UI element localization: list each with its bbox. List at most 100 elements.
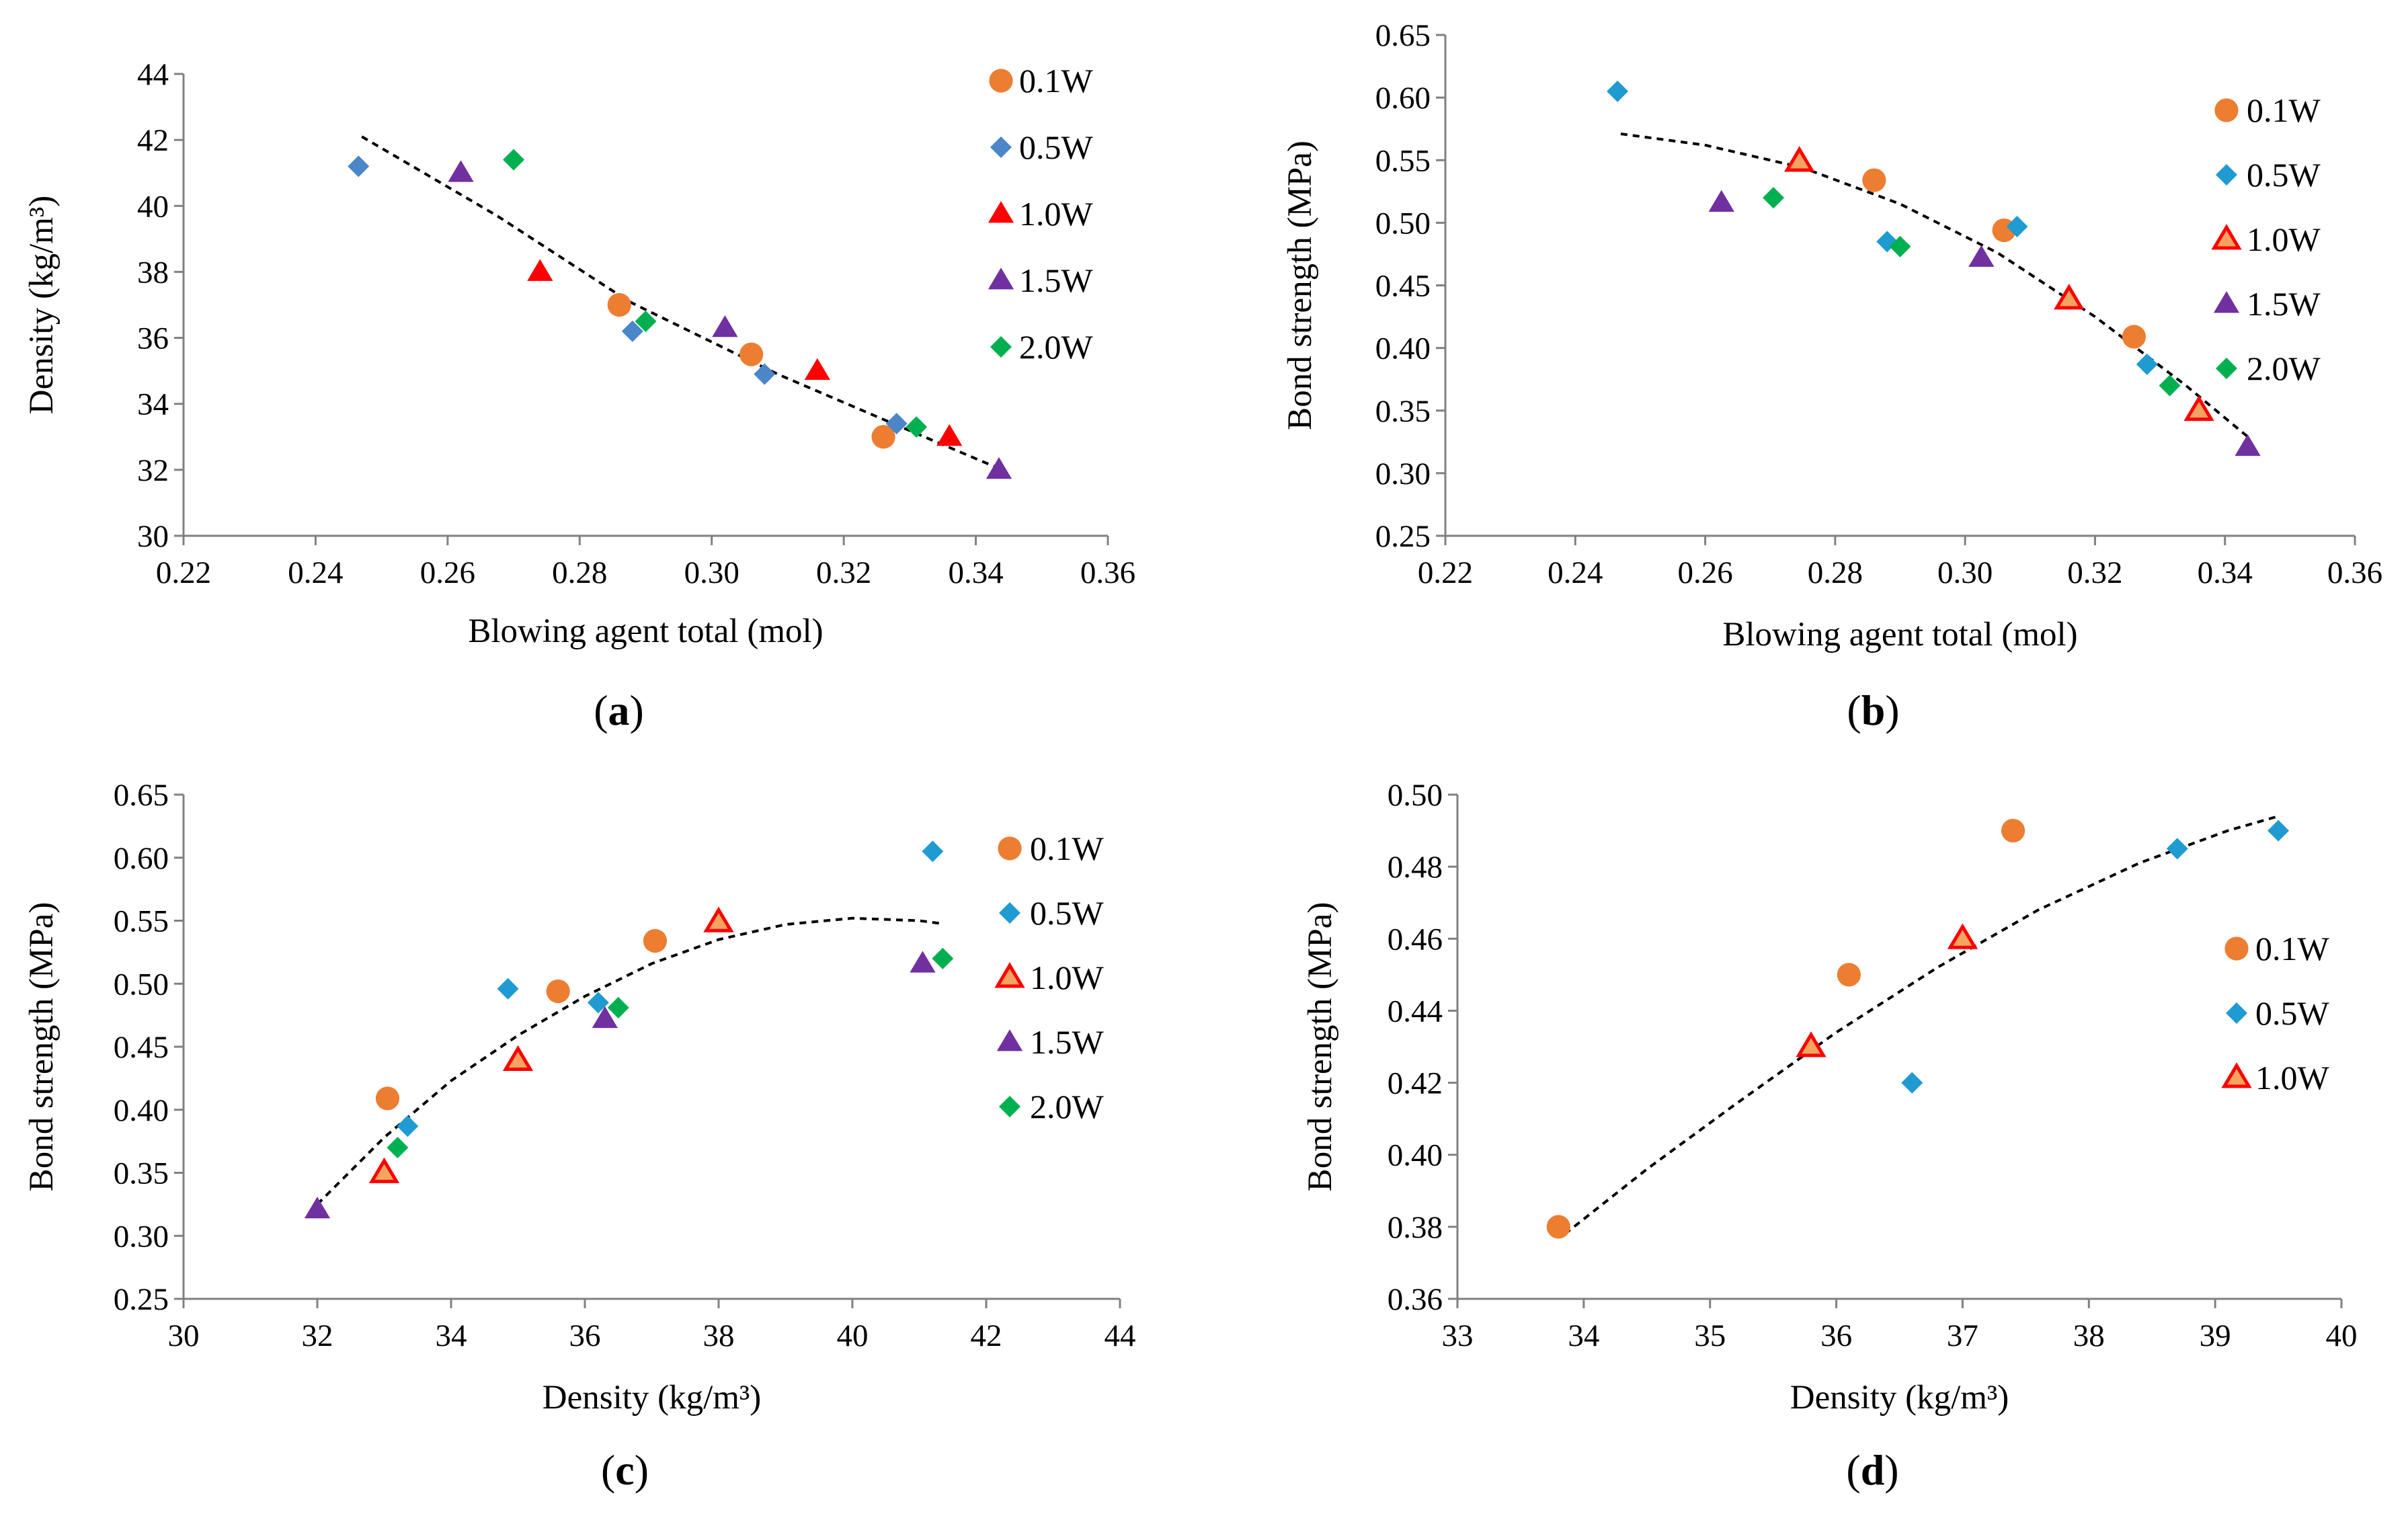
legend-marker (999, 902, 1020, 924)
legend-marker (2221, 1062, 2252, 1088)
panel-label: (b) (1847, 686, 1899, 734)
data-point (754, 363, 776, 385)
x-tick-label: 0.30 (1937, 555, 1993, 590)
series-1.0W (1796, 923, 1978, 1058)
y-tick-label: 0.65 (114, 778, 169, 813)
y-axis-title: Bond strength (MPa) (1301, 902, 1339, 1192)
x-tick-label: 40 (2326, 1318, 2358, 1353)
x-tick-label: 0.36 (2327, 555, 2382, 590)
y-tick-label: 0.46 (1388, 922, 1443, 957)
legend-label: 2.0W (2247, 350, 2321, 387)
data-point (739, 342, 764, 366)
x-tick-label: 34 (1568, 1318, 1599, 1353)
x-tick-label: 0.24 (1548, 555, 1603, 590)
x-tick-label: 39 (2200, 1318, 2231, 1353)
legend-marker (2226, 1002, 2247, 1024)
data-point (1708, 190, 1734, 212)
y-tick-label: 0.25 (1375, 519, 1431, 554)
y-axis-title: Bond strength (MPa) (23, 902, 61, 1192)
y-tick-label: 40 (137, 189, 169, 224)
legend-marker (998, 836, 1022, 861)
chart-panel-b: 0.25 0.30 0.35 0.40 0.45 0.50 0.55 0.60 0.65 0.22… (1281, 18, 2382, 734)
trendline (1620, 132, 2252, 441)
series-2.0W (1763, 187, 2181, 397)
x-axis-title: Density (kg/m³) (1790, 1379, 2009, 1417)
y-tick-label: 0.30 (114, 1219, 169, 1254)
legend-label: 1.0W (2255, 1059, 2330, 1096)
chart-panel-d: 0.36 0.38 0.40 0.42 0.44 0.46 0.48 0.50 33 34 35 36… (1301, 778, 2358, 1494)
y-tick-label: 0.40 (1388, 1138, 1443, 1173)
x-tick-label: 36 (1820, 1318, 1852, 1353)
legend-marker (988, 201, 1014, 223)
panel-label: (a) (594, 686, 644, 734)
legend-marker (988, 268, 1014, 290)
data-point (546, 979, 570, 1004)
legend-marker (996, 1029, 1023, 1051)
data-point (2159, 374, 2181, 397)
x-tick-label: 0.24 (288, 555, 343, 590)
x-tick-label: 0.26 (1677, 555, 1732, 590)
legend-marker (2214, 98, 2239, 122)
legend-label: 1.0W (1030, 959, 1105, 996)
data-point (1546, 1215, 1570, 1239)
data-point (932, 947, 954, 969)
data-point (871, 425, 895, 449)
x-tick-label: 38 (703, 1318, 735, 1353)
y-tick-label: 0.45 (1375, 269, 1431, 304)
y-tick-label: 44 (137, 57, 169, 92)
data-point (635, 311, 657, 333)
series-1.0W (1784, 146, 2214, 422)
data-point (1901, 1072, 1923, 1094)
x-tick-label: 0.32 (2067, 555, 2122, 590)
series-0.5W (348, 155, 908, 435)
chart-panel-a: 30 32 34 36 38 40 42 44 0.22 0.24 0.26 0.28 0.30 0.32… (23, 57, 1135, 734)
legend-label: 0.5W (2255, 994, 2330, 1032)
y-tick-label: 0.50 (114, 967, 169, 1002)
x-tick-label: 0.26 (420, 555, 475, 590)
series-2.0W (503, 149, 928, 438)
series-1.5W (1708, 190, 2261, 456)
series-0.1W (375, 928, 668, 1111)
data-point (1862, 168, 1886, 192)
data-point (2235, 434, 2261, 456)
y-tick-label: 0.50 (1375, 206, 1431, 241)
x-axis-title: Blowing agent total (mol) (468, 612, 823, 650)
data-point (502, 1045, 534, 1072)
legend-label: 0.1W (2247, 91, 2321, 129)
y-tick-label: 0.30 (1375, 456, 1431, 491)
y-tick-label: 0.55 (114, 904, 169, 939)
series-0.5W (1607, 80, 2158, 375)
y-tick-label: 32 (137, 453, 169, 488)
data-point (1763, 187, 1785, 209)
data-point (986, 456, 1012, 479)
data-point (592, 1006, 618, 1029)
legend-marker (2213, 291, 2240, 313)
x-tick-label: 40 (837, 1318, 869, 1353)
data-point (2267, 820, 2290, 842)
x-tick-label: 0.32 (816, 555, 871, 590)
chart-panel-c: 0.25 0.30 0.35 0.40 0.45 0.50 0.55 0.60 0.65 30 32… (23, 778, 1136, 1494)
series-0.1W (607, 292, 895, 449)
legend-label: 1.5W (2247, 285, 2321, 323)
legend-label: 0.1W (1019, 62, 1094, 99)
data-point (607, 292, 631, 317)
data-point (703, 906, 734, 932)
data-point (1837, 963, 1861, 987)
data-point (587, 992, 609, 1014)
data-point (375, 1086, 400, 1111)
x-tick-label: 44 (1105, 1318, 1136, 1353)
x-tick-label: 0.28 (552, 555, 607, 590)
y-tick-label: 0.55 (1375, 143, 1431, 178)
legend-label: 1.5W (1030, 1023, 1105, 1061)
data-point (2054, 284, 2085, 310)
y-tick-label: 0.42 (1388, 1066, 1443, 1101)
data-point (448, 160, 474, 182)
y-tick-label: 0.50 (1388, 778, 1443, 813)
legend-marker (994, 962, 1025, 988)
data-point (643, 928, 668, 953)
data-point (2006, 215, 2028, 237)
data-point (2136, 353, 2158, 375)
x-tick-label: 37 (1947, 1318, 1978, 1353)
x-tick-label: 34 (436, 1318, 467, 1353)
y-tick-label: 0.40 (114, 1093, 169, 1128)
